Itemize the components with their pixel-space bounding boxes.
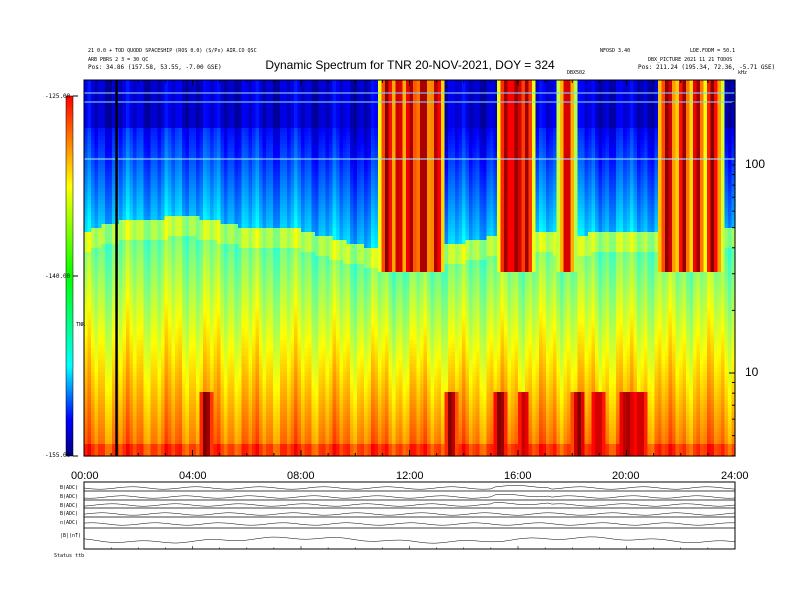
colorbar-tick-mid: -140.00 (45, 273, 71, 280)
khz-label: kHz (738, 70, 748, 76)
panel-trace (83, 485, 736, 490)
header-left-line1: 21 0.0 + TOD QUODD SPACESHIP (ROS 0.0) (… (88, 48, 257, 54)
panel-trace (83, 522, 736, 526)
header-right-line2: LDE.FODM = 50.1 (690, 48, 736, 54)
panel-label-5: n(ADC) (60, 520, 79, 526)
y-tick-label-100: 100 (745, 157, 766, 171)
x-tick-label-2: 08:00 (287, 470, 315, 482)
panel-trace (83, 502, 736, 507)
x-tick-label-1: 04:00 (179, 470, 207, 482)
header-left-line2: ARB PBRS 2 3 = 30 QC (88, 57, 149, 63)
colorbar-unit-label: TNR (76, 322, 86, 328)
panel-trace (83, 494, 736, 499)
marker-label: DBX502 (567, 70, 586, 76)
panel-label-3: B(ADC) (60, 503, 79, 509)
header-right-line3: DBX_PICTURE 2021 11 21 TODOS (648, 57, 733, 63)
x-tick-label-4: 16:00 (504, 470, 532, 482)
y-tick-label-10: 10 (745, 365, 759, 379)
panel-trace (83, 536, 736, 544)
header-left-line3: Pos: 34.86 (157.58, 53.55, -7.00 GSE) (88, 64, 222, 71)
panel-label-2: B(ADC) (60, 494, 79, 500)
panel-label-6: |B|(nT) (60, 533, 82, 539)
colorbar-tick-bottom: -155.00 (45, 452, 71, 459)
spectrogram-image (84, 80, 736, 457)
x-tick-label-0: 00:00 (71, 470, 99, 482)
panel-label-4: B(ADC) (60, 511, 79, 517)
header-right-line1: NFOSD 3.40 (600, 48, 631, 54)
panels-footer-label: Status ttb (54, 553, 85, 559)
x-tick-label-6: 24:00 (721, 470, 749, 482)
x-tick-label-5: 20:00 (612, 470, 640, 482)
colorbar-tick-top: -125.00 (45, 93, 71, 100)
header-right-line4: Pos: 211.24 (195.34, 72.36, -5.71 GSE) (638, 64, 776, 71)
panels-frame (83, 481, 736, 550)
panel-label-1: B(ADC) (60, 485, 79, 491)
chart-title: Dynamic Spectrum for TNR 20-NOV-2021, DO… (265, 58, 555, 72)
x-tick-label-3: 12:00 (396, 470, 424, 482)
panel-trace (83, 512, 736, 516)
